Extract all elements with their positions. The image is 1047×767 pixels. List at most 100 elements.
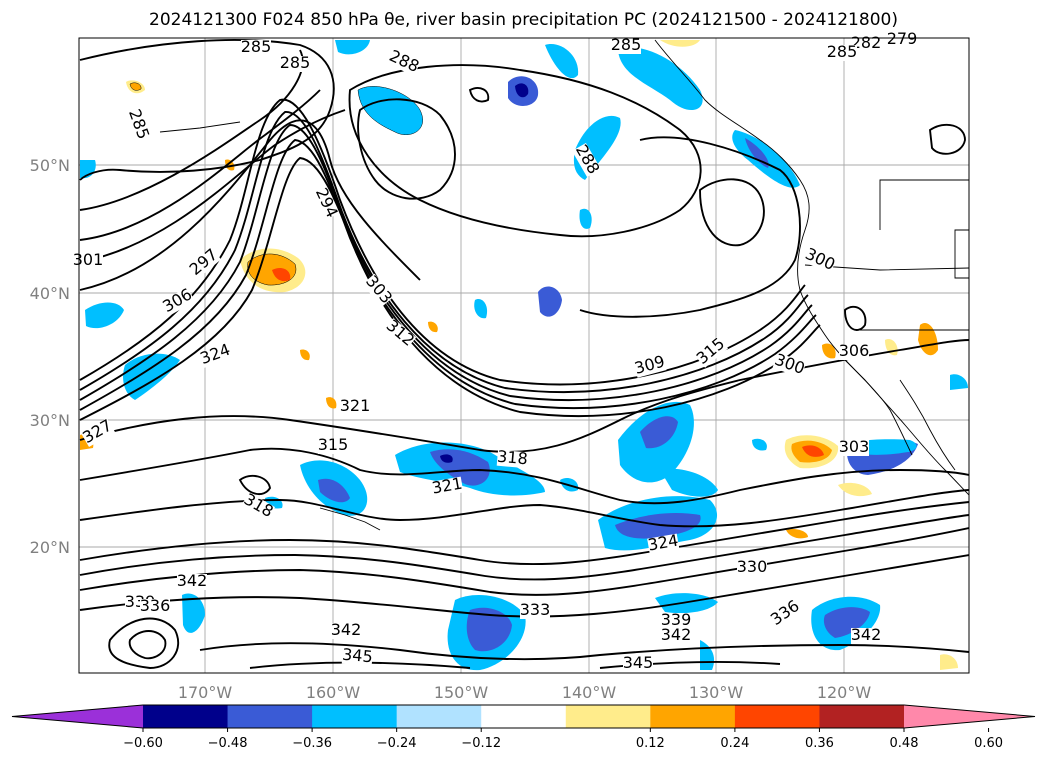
colorbar-segment	[312, 705, 398, 728]
contour-label-halo	[382, 318, 417, 350]
contour-label-halo	[187, 247, 222, 279]
contour-label-item: 318	[496, 447, 528, 469]
precip-blob	[129, 82, 142, 91]
contour-label: 306	[839, 341, 870, 360]
precip-blob	[918, 322, 938, 356]
lon-label: 160°W	[306, 683, 361, 702]
contour-label-halo	[520, 603, 550, 619]
contour-label-halo	[241, 40, 271, 56]
contour-label-halo	[161, 287, 195, 316]
contour-label-halo	[572, 143, 601, 177]
contour-label-item: 330	[737, 557, 768, 576]
contour-label-halo	[839, 440, 869, 456]
precip-blob	[272, 268, 291, 282]
contour-label-halo	[125, 107, 151, 142]
precip-blob	[786, 528, 808, 539]
precip-blob	[752, 438, 767, 451]
contour-label-halo	[694, 336, 729, 368]
contour-label-item: 345	[341, 645, 373, 667]
lon-label: 140°W	[562, 683, 617, 702]
colorbar-segment	[227, 705, 313, 728]
contour-label-item: 342	[661, 625, 691, 644]
precip-blob	[950, 374, 968, 390]
contour-label-halo	[633, 354, 667, 378]
colorbar-segment	[396, 705, 482, 728]
colorbar-segment	[565, 705, 651, 728]
precip-blob	[538, 286, 562, 317]
contour-label-item: 306	[839, 341, 870, 360]
contour-label-halo	[318, 438, 348, 454]
contour-label: 315	[318, 435, 349, 454]
contour-label-halo	[772, 352, 807, 378]
colorbar-tick-label: 0.12	[636, 736, 665, 751]
contour-label-halo	[887, 32, 917, 48]
colorbar-segment	[143, 705, 229, 728]
precip-blob	[660, 40, 700, 47]
latitude-labels: 20°N 30°N 40°N 50°N	[30, 156, 70, 557]
contour-label-halo	[241, 492, 275, 521]
contour-label-halo	[827, 45, 857, 61]
lon-label: 170°W	[178, 683, 233, 702]
lat-label: 40°N	[30, 284, 70, 303]
colorbar-segment	[734, 705, 820, 728]
precip-blob	[838, 482, 872, 497]
contour-label-halo	[496, 449, 528, 469]
map-content	[79, 38, 969, 673]
contour-label-item: 303	[839, 437, 870, 456]
colorbar-tick-label: 0.36	[805, 736, 834, 751]
contour-label-halo	[198, 342, 233, 368]
contour-label-item: 342	[177, 571, 207, 590]
map-frame	[78, 37, 970, 674]
contour-label-halo	[647, 533, 680, 555]
colorbar-tick-label: −0.60	[123, 736, 163, 751]
contour-label-item: 339	[661, 610, 692, 629]
contour-label-item: 285	[611, 35, 642, 54]
contour-label: 342	[331, 620, 362, 639]
lon-label: 130°W	[689, 683, 744, 702]
contour-label-halo	[851, 36, 881, 52]
colorbar-extend-high	[904, 705, 1035, 728]
precip-blob	[318, 478, 350, 503]
colorbar-tick-label: 0.48	[890, 736, 919, 751]
contour-label-item: 345	[623, 653, 653, 672]
contour-label-halo	[341, 647, 373, 667]
contour-label-item: 315	[318, 435, 349, 454]
contour-label: 285	[280, 53, 311, 72]
precip-blob	[440, 454, 453, 463]
contour-label-item: 285	[241, 37, 271, 56]
colorbar: −0.60 −0.48 −0.36 −0.24 −0.12 0.12 0.24 0.36 0.4…	[11, 704, 1036, 751]
precip-blob	[823, 607, 870, 638]
contour-label-item: 333	[520, 600, 550, 619]
colorbar-tick-label: −0.48	[208, 736, 248, 751]
colorbar-tick-label: −0.12	[461, 736, 501, 751]
contour-label-item: 285	[280, 53, 311, 72]
precip-blob	[940, 654, 958, 670]
contour-label-halo	[737, 560, 767, 576]
contour-label-halo	[851, 628, 881, 644]
colorbar-extend-low	[12, 705, 143, 728]
precip-blob	[618, 47, 703, 111]
precip-blob	[428, 321, 438, 333]
contour-label-halo	[362, 273, 394, 308]
lon-label: 150°W	[434, 683, 489, 702]
precip-blob	[545, 44, 579, 79]
precip-blob	[579, 208, 592, 229]
contour-label-item: 301	[73, 250, 103, 269]
contour-label: 321	[340, 396, 371, 415]
precip-blob	[640, 416, 678, 449]
precip-blob	[474, 299, 488, 319]
precip-blob	[466, 607, 512, 652]
contour-label-halo	[177, 574, 207, 590]
contour-label-halo	[386, 48, 421, 76]
precip-blob	[357, 86, 423, 135]
contour-label: 330	[737, 557, 768, 576]
contour-label: 285	[611, 35, 642, 54]
contour-label: 339	[661, 610, 692, 629]
contour-label: 303	[839, 437, 870, 456]
contour-label-halo	[661, 628, 691, 644]
colorbar-tick-label: −0.24	[377, 736, 417, 751]
contour-label-item: 285	[827, 42, 857, 61]
lat-label: 30°N	[30, 411, 70, 430]
precip-blob	[745, 138, 769, 168]
